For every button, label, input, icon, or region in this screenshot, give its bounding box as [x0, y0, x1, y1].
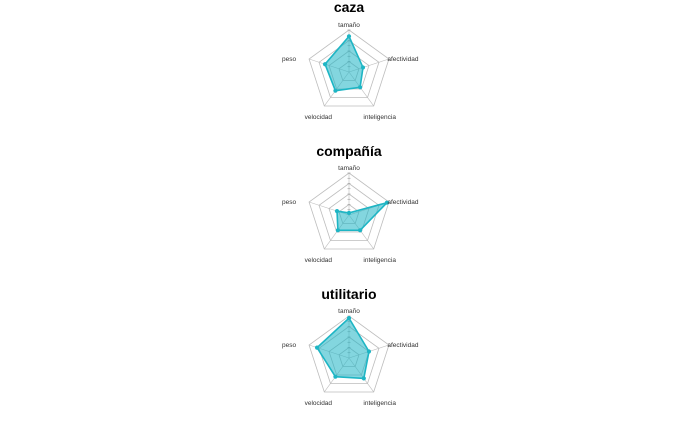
series-area: [316, 316, 370, 380]
panel-title: compañía: [316, 143, 382, 159]
axis-label: afectividad: [387, 56, 418, 63]
axis-label: inteligencia: [363, 257, 396, 264]
axis-label: peso: [282, 56, 296, 63]
grid-ring: [318, 40, 380, 98]
series-area: [336, 201, 390, 232]
data-point: [322, 62, 328, 67]
grid-ring: [308, 29, 390, 107]
radar-panel-0: tamaño afectividad inteligencia velocidad pe…: [282, 0, 419, 121]
axis-label: peso: [282, 199, 296, 206]
data-point: [334, 209, 340, 214]
axis-label: tamaño: [338, 22, 360, 29]
data-point: [361, 376, 366, 381]
axis-label: afectividad: [387, 199, 418, 206]
axis-label: inteligencia: [363, 114, 396, 121]
axis-label: inteligencia: [363, 400, 396, 407]
radar-panel-1: tamaño afectividad inteligencia velocidad pe…: [282, 143, 419, 264]
panel-title: caza: [334, 0, 365, 15]
data-point: [333, 88, 338, 93]
axis-label: velocidad: [305, 400, 333, 407]
data-point: [384, 200, 390, 205]
data-point: [346, 316, 352, 321]
axis-label: velocidad: [305, 114, 333, 121]
data-point: [366, 349, 372, 354]
data-point: [335, 228, 340, 233]
grid-ring: [318, 183, 380, 241]
grid-ring: [308, 172, 390, 250]
panel-title: utilitario: [321, 286, 376, 302]
radar-panel-2: tamaño afectividad inteligencia velocidad pe…: [282, 286, 419, 407]
axis-label: velocidad: [305, 257, 333, 264]
series-area: [324, 34, 364, 92]
data-point: [358, 85, 363, 90]
grid-ring: [308, 315, 390, 393]
data-point: [358, 228, 363, 233]
grid-ring: [328, 193, 370, 233]
data-point: [346, 34, 352, 39]
axis-label: tamaño: [338, 165, 360, 172]
data-point: [360, 65, 366, 70]
axis-label: peso: [282, 342, 296, 349]
axis-label: afectividad: [387, 342, 418, 349]
data-point: [314, 345, 320, 350]
axis-label: tamaño: [338, 308, 360, 315]
data-point: [333, 374, 338, 379]
data-point: [346, 210, 352, 215]
